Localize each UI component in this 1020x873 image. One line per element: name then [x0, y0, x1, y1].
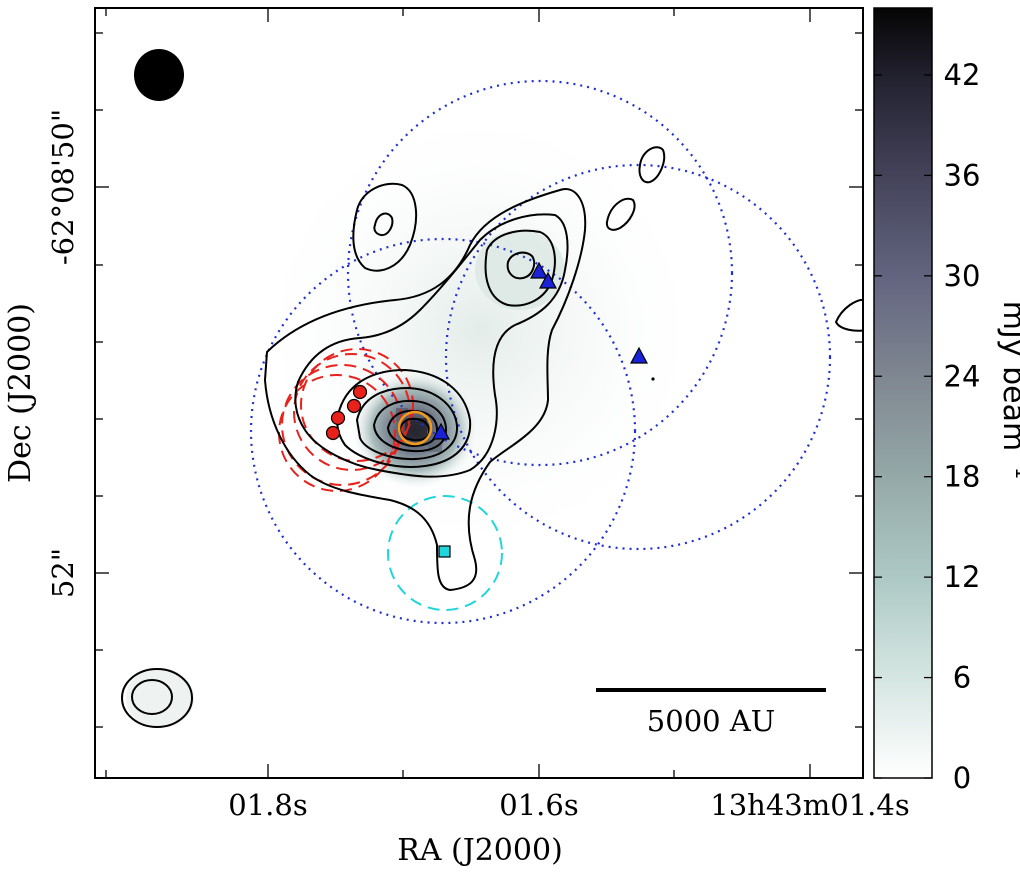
- dashed-red-circle-4: [300, 348, 414, 462]
- contour-4: [355, 386, 459, 461]
- scale-bar: 5000 AU: [596, 688, 826, 738]
- beam-contour-outer: [121, 668, 193, 728]
- contour-peak-b: [506, 251, 536, 280]
- contour-blob-2: [638, 146, 666, 184]
- y-tick-label: -62°08'50": [46, 109, 80, 265]
- red-marker-3: [346, 398, 362, 414]
- x-tick-labels: 01.8s 01.6s 13h43m01.4s: [228, 788, 909, 822]
- contour-outer: [263, 188, 587, 592]
- contour-5: [372, 399, 448, 453]
- contour-2: [294, 213, 569, 478]
- y-tick-label: 52": [46, 548, 80, 598]
- colorbar-tick-label: 0: [953, 761, 971, 795]
- blue-triangle-4: [432, 422, 450, 440]
- colorbar-tick-label: 42: [944, 58, 981, 92]
- contour-blob-4: [834, 298, 863, 332]
- red-circle-markers: [325, 384, 368, 441]
- blue-triangle-markers: [432, 261, 648, 440]
- colorbar-tick-label: 6: [953, 661, 971, 695]
- scale-bar-line: [596, 688, 826, 692]
- blue-triangle-3: [630, 346, 648, 364]
- contour-blob-3: [605, 197, 636, 231]
- colorbar-ticks: [874, 74, 932, 779]
- cyan-square-marker: [438, 545, 451, 558]
- red-marker-1: [325, 425, 341, 441]
- dotted-circle-2: [249, 237, 637, 625]
- colorbar-tick-label: 24: [944, 359, 981, 393]
- scale-bar-label: 5000 AU: [647, 704, 775, 738]
- map-panel: 5000 AU: [94, 7, 864, 779]
- colorbar-tick-label: 36: [944, 158, 981, 192]
- emission-image: [121, 49, 863, 728]
- x-axis-label: RA (J2000): [397, 833, 563, 868]
- beam-ellipse: [134, 49, 184, 101]
- beam-contour-inner: [131, 679, 173, 715]
- red-marker-4: [352, 384, 368, 400]
- dashed-cyan-circle: [387, 495, 503, 611]
- colorbar-gradient: [873, 7, 933, 779]
- red-marker-2: [330, 410, 346, 426]
- colorbar: 0 6 12 18 24 30 36 42 mJy beam−1: [873, 7, 1020, 795]
- contour-3: [336, 368, 472, 468]
- plot-frame: [94, 7, 864, 779]
- colorbar-label: mJy beam−1: [996, 301, 1020, 479]
- colorbar-tick-labels: 0 6 12 18 24 30 36 42: [944, 58, 981, 795]
- colorbar-label-exponent: −1: [1011, 451, 1020, 479]
- source-ring: [397, 410, 433, 446]
- blue-triangle-2: [539, 271, 557, 289]
- x-tick-label: 01.8s: [228, 788, 307, 822]
- dotted-circles: [249, 79, 832, 625]
- y-tick-labels: -62°08'50" 52": [46, 109, 80, 598]
- y-axis-label: Dec (J2000): [3, 303, 38, 483]
- dotted-circle-1: [346, 79, 734, 467]
- dotted-circle-3: [444, 163, 832, 551]
- colorbar-tick-label: 30: [944, 259, 981, 293]
- x-tick-label: 01.6s: [499, 788, 578, 822]
- x-tick-label: 13h43m01.4s: [710, 788, 909, 822]
- blue-triangle-1: [530, 261, 548, 279]
- contour-blob-1: [352, 182, 418, 272]
- colorbar-tick-label: 12: [944, 560, 981, 594]
- colorbar-tick-label: 18: [944, 460, 981, 494]
- ticks: [95, 8, 863, 778]
- small-dot: [651, 377, 655, 381]
- contour-blob-1-inner: [373, 212, 394, 237]
- colorbar-label-unit: mJy beam: [996, 301, 1020, 451]
